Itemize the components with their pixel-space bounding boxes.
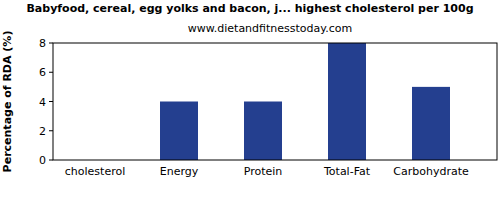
bar: [244, 102, 282, 161]
bars: [160, 43, 450, 160]
x-tick-label: Carbohydrate: [393, 165, 469, 178]
bar: [412, 87, 450, 160]
chart-container: Babyfood, cereal, egg yolks and bacon, j…: [0, 0, 500, 200]
y-axis-label: Percentage of RDA (%): [1, 31, 14, 173]
x-tick-label: cholesterol: [65, 165, 125, 178]
y-tick: [49, 101, 53, 102]
plot-frame: [53, 43, 497, 160]
chart-svg: Babyfood, cereal, egg yolks and bacon, j…: [0, 0, 500, 200]
y-tick: [49, 43, 53, 44]
y-tick-label: 0: [39, 154, 46, 167]
bar: [160, 102, 198, 161]
bar: [328, 43, 366, 160]
y-tick-label: 8: [39, 37, 46, 50]
y-tick-label: 6: [39, 66, 46, 79]
y-tick: [49, 72, 53, 73]
y-tick-label: 4: [39, 96, 46, 109]
title: Babyfood, cereal, egg yolks and bacon, j…: [26, 2, 473, 15]
y-tick-label: 2: [39, 125, 46, 138]
x-tick-label: Energy: [160, 165, 199, 178]
x-tick-label: Protein: [244, 165, 283, 178]
subtitle: www.dietandfitnesstoday.com: [188, 22, 352, 35]
y-tick: [49, 130, 53, 131]
y-tick: [49, 160, 53, 161]
x-tick-label: Total-Fat: [323, 165, 371, 178]
